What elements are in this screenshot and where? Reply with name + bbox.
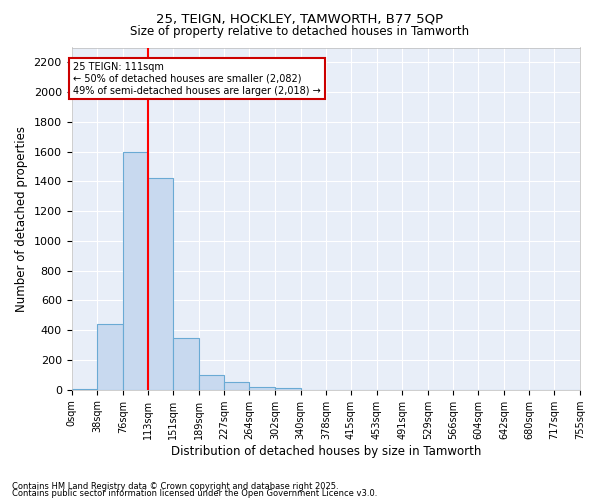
Bar xyxy=(275,388,301,390)
Text: 25 TEIGN: 111sqm
← 50% of detached houses are smaller (2,082)
49% of semi-detach: 25 TEIGN: 111sqm ← 50% of detached house… xyxy=(73,62,320,96)
Bar xyxy=(199,375,224,390)
Bar xyxy=(97,324,123,390)
Bar xyxy=(148,178,173,390)
Y-axis label: Number of detached properties: Number of detached properties xyxy=(15,126,28,312)
Text: Contains public sector information licensed under the Open Government Licence v3: Contains public sector information licen… xyxy=(12,490,377,498)
X-axis label: Distribution of detached houses by size in Tamworth: Distribution of detached houses by size … xyxy=(170,444,481,458)
Text: Contains HM Land Registry data © Crown copyright and database right 2025.: Contains HM Land Registry data © Crown c… xyxy=(12,482,338,491)
Text: Size of property relative to detached houses in Tamworth: Size of property relative to detached ho… xyxy=(130,25,470,38)
Bar xyxy=(123,152,148,390)
Bar xyxy=(71,389,97,390)
Text: 25, TEIGN, HOCKLEY, TAMWORTH, B77 5QP: 25, TEIGN, HOCKLEY, TAMWORTH, B77 5QP xyxy=(157,12,443,26)
Bar xyxy=(224,382,250,390)
Bar xyxy=(250,386,275,390)
Bar xyxy=(173,338,199,390)
